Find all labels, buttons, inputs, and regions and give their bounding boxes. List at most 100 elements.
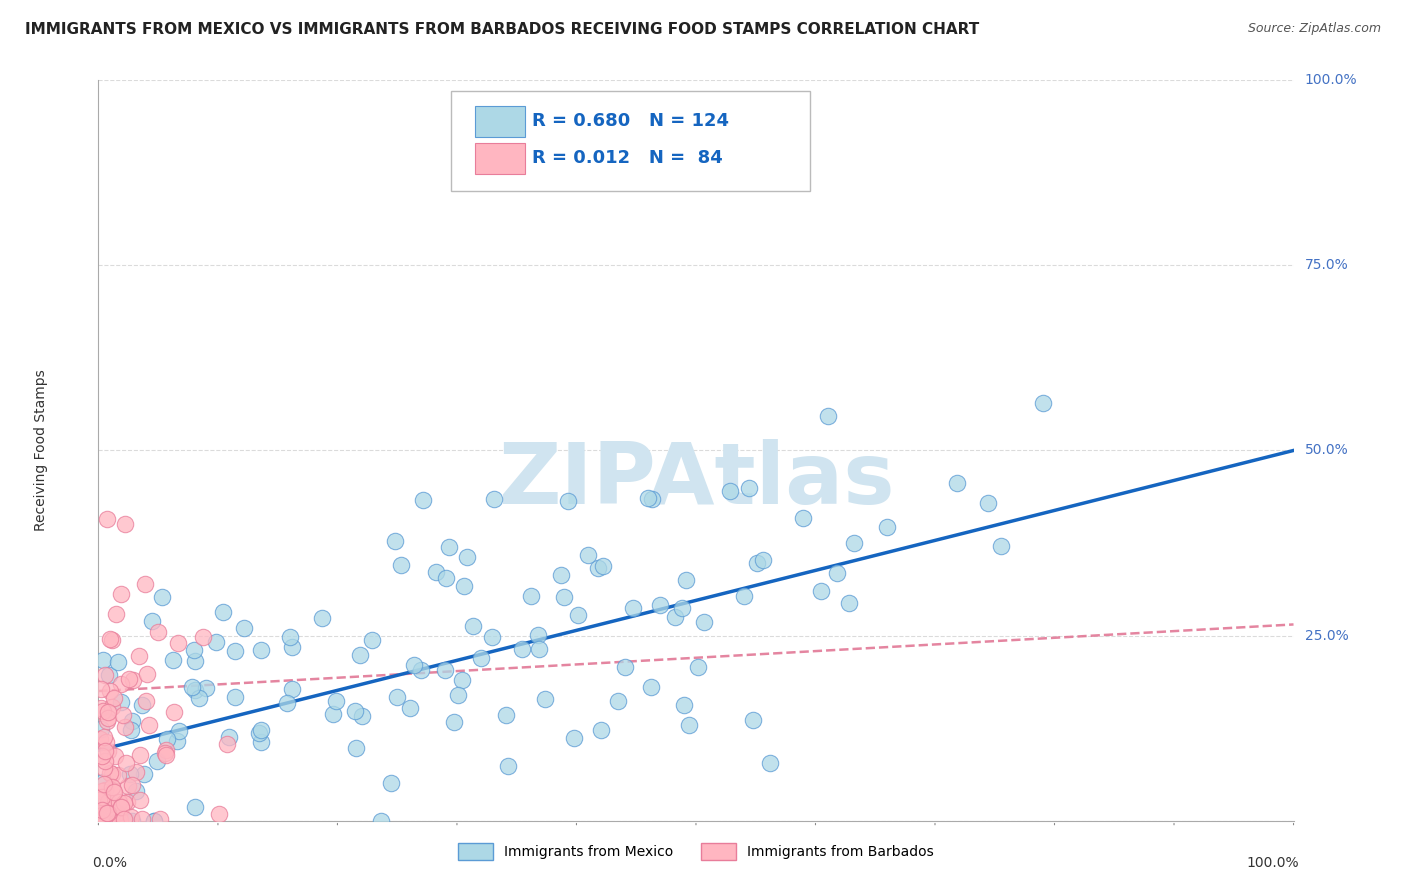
Point <box>589 723 612 738</box>
Point <box>107 655 129 669</box>
Point <box>184 682 207 697</box>
Point <box>224 644 246 658</box>
Point <box>90 701 112 715</box>
Point <box>664 610 686 624</box>
Point <box>389 558 412 572</box>
Point <box>470 651 492 665</box>
Point <box>118 673 141 687</box>
Point <box>101 767 124 781</box>
Point <box>641 491 664 506</box>
Point <box>650 599 672 613</box>
Point <box>101 784 124 798</box>
Point <box>148 624 170 639</box>
Point <box>167 724 190 739</box>
Point <box>121 814 143 828</box>
Point <box>817 409 839 423</box>
Point <box>456 550 478 565</box>
Point <box>184 654 207 668</box>
Point <box>586 561 609 575</box>
Point <box>447 689 470 703</box>
Point <box>621 600 644 615</box>
Point <box>131 698 153 713</box>
Point <box>181 680 204 694</box>
Text: 100.0%: 100.0% <box>1247 856 1299 871</box>
Point <box>110 799 132 814</box>
Point <box>136 667 159 681</box>
Point <box>141 614 163 628</box>
Point <box>91 653 114 667</box>
Point <box>276 697 298 711</box>
Point <box>399 701 422 715</box>
Point <box>89 732 111 747</box>
Point <box>121 714 143 729</box>
Point <box>114 516 136 531</box>
Point <box>249 726 271 740</box>
Point <box>91 749 114 764</box>
FancyBboxPatch shape <box>475 106 524 137</box>
Point <box>105 607 128 621</box>
Point <box>103 785 125 799</box>
Point <box>97 706 120 720</box>
Point <box>838 596 860 610</box>
Point <box>738 481 761 495</box>
Point <box>752 553 775 567</box>
Point <box>93 704 115 718</box>
Point <box>162 652 184 666</box>
Point <box>280 640 302 654</box>
Point <box>134 767 156 781</box>
Point <box>718 484 741 499</box>
Point <box>146 754 169 768</box>
Point <box>101 807 124 822</box>
Point <box>110 799 132 814</box>
Point <box>108 809 131 823</box>
Point <box>115 795 138 809</box>
Point <box>90 722 112 736</box>
Point <box>93 776 115 790</box>
Point <box>98 765 121 780</box>
Text: 25.0%: 25.0% <box>1305 629 1348 642</box>
Point <box>97 806 120 821</box>
Text: R = 0.680   N = 124: R = 0.680 N = 124 <box>533 112 730 130</box>
Point <box>412 493 434 508</box>
Point <box>111 708 134 723</box>
Point <box>217 737 239 751</box>
Point <box>946 475 969 490</box>
Point <box>108 795 131 809</box>
Point <box>434 571 457 585</box>
Point <box>90 813 112 827</box>
Point <box>481 630 503 644</box>
Point <box>409 663 432 677</box>
Point <box>385 690 408 704</box>
Point <box>404 657 426 672</box>
Point <box>90 681 112 696</box>
Point <box>91 790 114 805</box>
Point <box>443 715 465 730</box>
Point <box>495 707 517 722</box>
Point <box>977 495 1000 509</box>
Point <box>112 797 135 811</box>
Point <box>453 579 475 593</box>
Point <box>155 743 177 757</box>
Point <box>250 723 273 738</box>
Point <box>747 556 769 570</box>
Point <box>90 783 112 797</box>
Point <box>142 814 165 828</box>
Point <box>108 814 131 828</box>
Point <box>98 632 121 646</box>
Point <box>249 643 271 657</box>
Point <box>384 534 406 549</box>
Point <box>98 668 121 682</box>
Point <box>166 635 188 649</box>
Point <box>90 803 112 817</box>
Point <box>281 682 304 697</box>
Point <box>184 800 207 814</box>
Point <box>110 676 132 690</box>
Point <box>114 720 136 734</box>
Point <box>97 796 120 810</box>
Point <box>155 731 177 746</box>
Point <box>93 761 115 775</box>
Point <box>325 693 347 707</box>
Point <box>195 681 218 696</box>
Point <box>792 511 814 525</box>
Point <box>93 754 115 768</box>
